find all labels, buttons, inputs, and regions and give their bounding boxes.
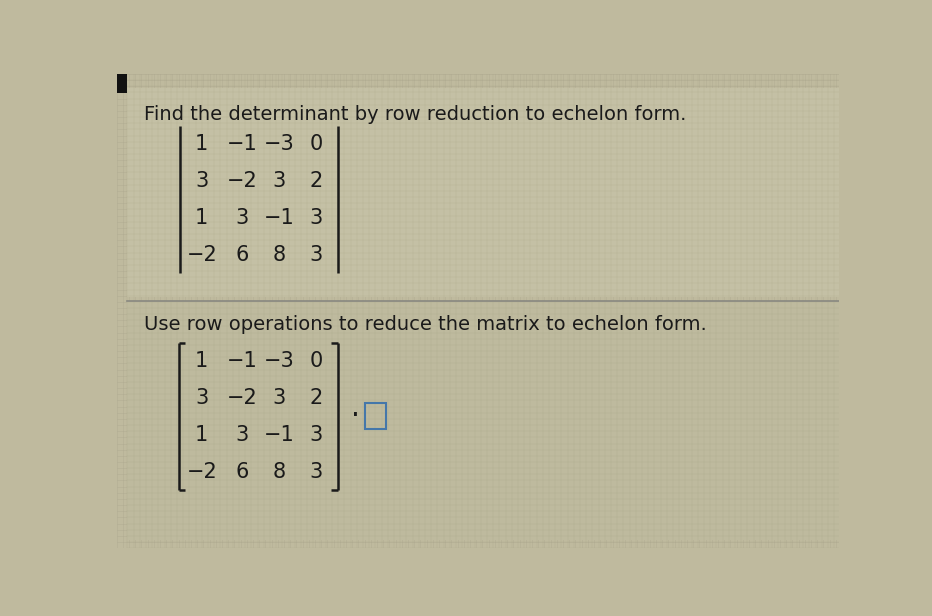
- Text: 3: 3: [309, 425, 323, 445]
- Bar: [128, 87, 839, 298]
- Text: 1: 1: [195, 208, 209, 228]
- Text: 8: 8: [273, 245, 286, 265]
- Text: 3: 3: [236, 425, 249, 445]
- Text: 0: 0: [309, 351, 323, 371]
- Text: −2: −2: [226, 171, 257, 191]
- Text: −2: −2: [226, 388, 257, 408]
- Text: 1: 1: [195, 425, 209, 445]
- Text: 3: 3: [195, 388, 209, 408]
- Text: 1: 1: [195, 351, 209, 371]
- Text: 2: 2: [309, 388, 323, 408]
- Text: 3: 3: [195, 171, 209, 191]
- Bar: [116, 74, 128, 93]
- Text: 6: 6: [236, 245, 249, 265]
- Text: −2: −2: [186, 245, 217, 265]
- Text: −1: −1: [226, 134, 257, 154]
- Text: 3: 3: [309, 208, 323, 228]
- Text: 2: 2: [309, 171, 323, 191]
- Text: −2: −2: [186, 462, 217, 482]
- Text: 6: 6: [236, 462, 249, 482]
- Text: −1: −1: [264, 425, 295, 445]
- Text: Use row operations to reduce the matrix to echelon form.: Use row operations to reduce the matrix …: [144, 315, 706, 334]
- Text: 3: 3: [309, 245, 323, 265]
- Text: 3: 3: [236, 208, 249, 228]
- Text: −1: −1: [226, 351, 257, 371]
- Text: 0: 0: [309, 134, 323, 154]
- Bar: [364, 403, 386, 429]
- Text: −3: −3: [264, 351, 295, 371]
- Text: 1: 1: [195, 134, 209, 154]
- Text: −1: −1: [264, 208, 295, 228]
- Text: Find the determinant by row reduction to echelon form.: Find the determinant by row reduction to…: [144, 105, 686, 124]
- Text: ·: ·: [350, 402, 360, 430]
- Text: 8: 8: [273, 462, 286, 482]
- Text: 3: 3: [273, 171, 286, 191]
- Bar: [128, 301, 839, 540]
- Text: −3: −3: [264, 134, 295, 154]
- Text: 3: 3: [309, 462, 323, 482]
- Text: 3: 3: [273, 388, 286, 408]
